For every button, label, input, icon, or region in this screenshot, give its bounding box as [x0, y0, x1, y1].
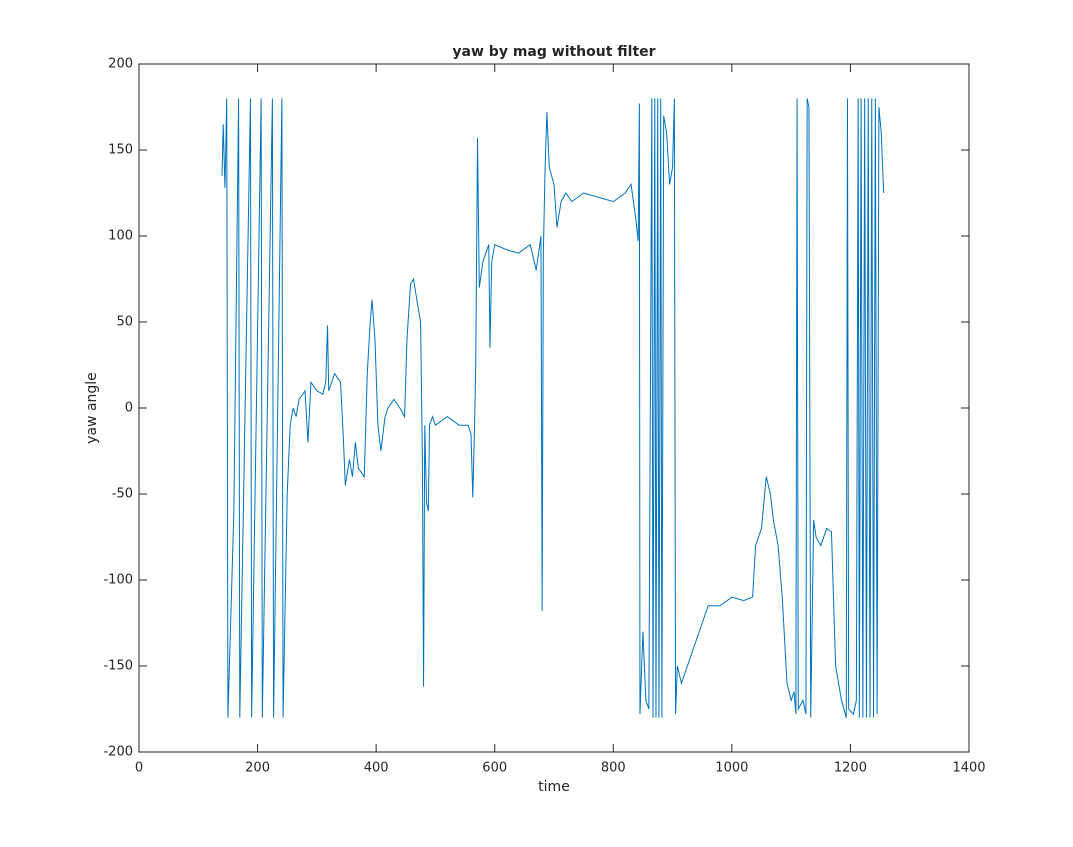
y-tick-label: 50	[116, 315, 133, 330]
y-tick-label: -100	[103, 573, 133, 588]
chart-title: yaw by mag without filter	[452, 44, 655, 60]
y-tick-label: 0	[125, 401, 133, 416]
data-line	[221, 98, 885, 718]
x-tick-label: 1000	[715, 761, 748, 776]
y-tick-label: -50	[112, 487, 133, 502]
x-tick-label: 1200	[834, 761, 867, 776]
y-tick-label: -150	[103, 659, 133, 674]
x-tick-label: 200	[245, 761, 270, 776]
y-tick-label: -200	[103, 745, 133, 760]
x-tick-label: 1400	[952, 761, 985, 776]
x-tick-label: 800	[601, 761, 626, 776]
x-tick-label: 600	[482, 761, 507, 776]
y-axis-label: yaw angle	[84, 372, 100, 444]
y-tick-label: 100	[108, 229, 133, 244]
x-tick-label: 0	[135, 761, 143, 776]
y-tick-label: 150	[108, 143, 133, 158]
y-tick-label: 200	[108, 57, 133, 72]
x-tick-label: 400	[364, 761, 389, 776]
x-axis-label: time	[538, 779, 570, 795]
